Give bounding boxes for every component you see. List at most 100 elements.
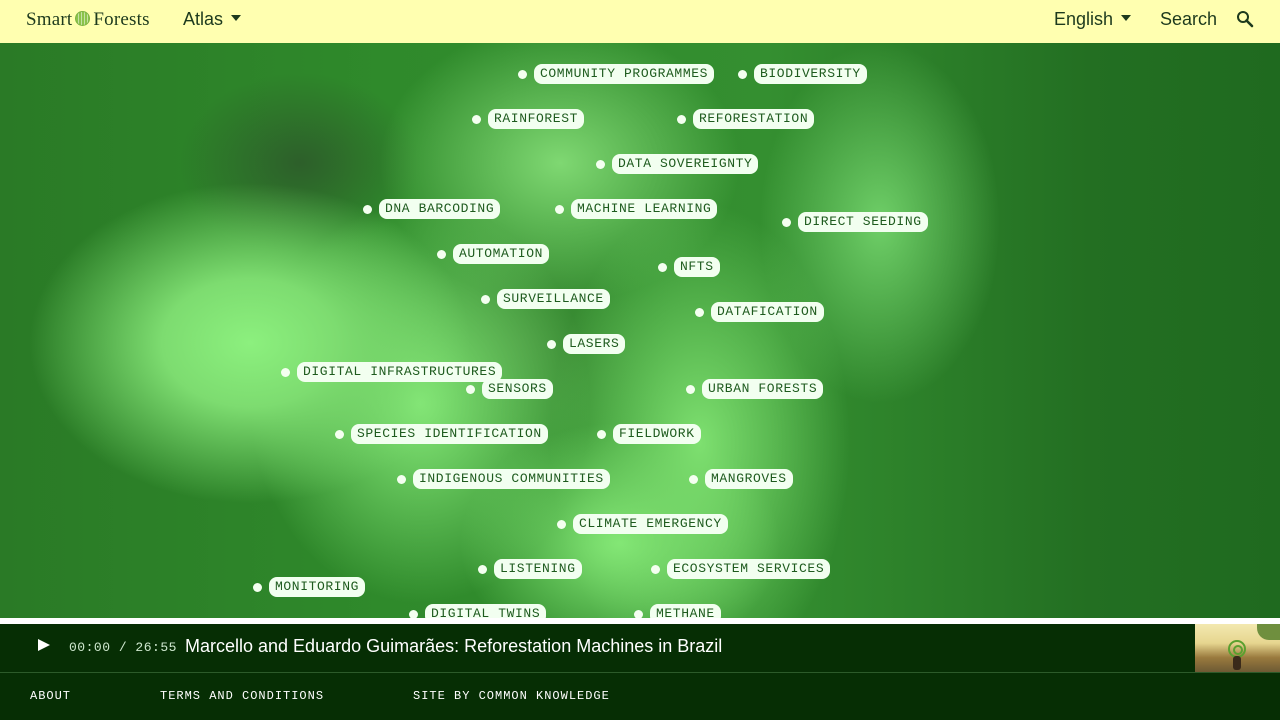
topic-tag-label: LISTENING — [494, 559, 582, 579]
track-thumbnail[interactable] — [1195, 624, 1280, 672]
track-title[interactable]: Marcello and Eduardo Guimarães: Reforest… — [185, 636, 723, 656]
topic-tag[interactable]: ECOSYSTEM SERVICES — [651, 559, 831, 579]
topic-tag-label: CLIMATE EMERGENCY — [573, 514, 728, 534]
footer: ABOUT TERMS AND CONDITIONS SITE BY COMMO… — [0, 672, 1280, 720]
tag-dot-icon — [597, 429, 606, 439]
footer-terms-link[interactable]: TERMS AND CONDITIONS — [160, 689, 325, 703]
tag-dot-icon — [409, 609, 418, 618]
audio-player: 00:00 / 26:55 Marcello and Eduardo Guima… — [0, 624, 1280, 672]
tag-dot-icon — [478, 564, 487, 574]
topic-tag[interactable]: DATAFICATION — [695, 302, 824, 322]
topic-tag-label: SURVEILLANCE — [497, 289, 610, 309]
topic-tag[interactable]: SURVEILLANCE — [481, 289, 610, 309]
topic-tag[interactable]: CLIMATE EMERGENCY — [557, 514, 728, 534]
site-logo[interactable]: Smart Forests — [26, 9, 150, 31]
topic-tag-label: DATA SOVEREIGNTY — [612, 154, 759, 174]
atlas-dropdown-label: Atlas — [183, 9, 224, 29]
topic-tag-label: COMMUNITY PROGRAMMES — [534, 64, 715, 84]
topic-tag-label: REFORESTATION — [693, 109, 815, 129]
topic-tag[interactable]: NFTS — [658, 257, 720, 277]
topic-tag[interactable]: RAINFOREST — [472, 109, 585, 129]
tag-dot-icon — [689, 474, 698, 484]
topic-tag-label: DNA BARCODING — [379, 199, 501, 219]
tag-dot-icon — [397, 474, 406, 484]
tag-dot-icon — [555, 204, 564, 214]
topic-tag[interactable]: MANGROVES — [689, 469, 793, 489]
tag-dot-icon — [481, 294, 490, 304]
search-icon[interactable] — [1236, 10, 1254, 28]
logo-text-smart: Smart — [26, 9, 73, 30]
topic-tag-label: URBAN FORESTS — [702, 379, 824, 399]
topic-tag[interactable]: AUTOMATION — [437, 244, 550, 264]
tag-dot-icon — [363, 204, 372, 214]
tag-dot-icon — [658, 262, 667, 272]
tag-dot-icon — [686, 384, 695, 394]
topic-tag[interactable]: DATA SOVEREIGNTY — [596, 154, 759, 174]
topic-tag[interactable]: BIODIVERSITY — [738, 64, 867, 84]
tag-dot-icon — [634, 609, 643, 618]
thumbnail-tree-shape — [1257, 624, 1280, 640]
thumbnail-inner-ring-shape — [1233, 645, 1243, 655]
topic-tag-label: AUTOMATION — [453, 244, 550, 264]
topic-tag-label: NFTS — [674, 257, 720, 277]
language-dropdown[interactable]: English — [1054, 9, 1132, 30]
tag-dot-icon — [253, 582, 262, 592]
atlas-dropdown[interactable]: Atlas — [183, 9, 242, 30]
topic-tag-label: MANGROVES — [705, 469, 793, 489]
topic-tag-label: DIRECT SEEDING — [798, 212, 928, 232]
play-icon[interactable] — [38, 639, 50, 651]
tag-dot-icon — [437, 249, 446, 259]
tag-dot-icon — [782, 217, 791, 227]
caret-down-icon — [231, 15, 242, 21]
topic-tag[interactable]: DIGITAL INFRASTRUCTURES — [281, 362, 503, 382]
tag-dot-icon — [695, 307, 704, 317]
topic-tag[interactable]: MACHINE LEARNING — [555, 199, 718, 219]
topic-tag-label: LASERS — [563, 334, 626, 354]
tag-dot-icon — [472, 114, 481, 124]
atlas-map[interactable]: COMMUNITY PROGRAMMES BIODIVERSITY RAINFORE… — [0, 43, 1280, 618]
topic-tag[interactable]: METHANE — [634, 604, 721, 618]
caret-down-icon — [1121, 15, 1132, 21]
topic-tag-label: DIGITAL INFRASTRUCTURES — [297, 362, 503, 382]
topic-tag[interactable]: FIELDWORK — [597, 424, 701, 444]
topic-tag-label: METHANE — [650, 604, 721, 618]
topic-tag-label: DATAFICATION — [711, 302, 824, 322]
search-link[interactable]: Search — [1160, 9, 1218, 29]
topic-tag[interactable]: MONITORING — [253, 577, 366, 597]
footer-about-link[interactable]: ABOUT — [30, 689, 72, 703]
topic-tag[interactable]: SENSORS — [466, 379, 553, 399]
topic-tag-label: MACHINE LEARNING — [571, 199, 718, 219]
footer-credit-link[interactable]: SITE BY COMMON KNOWLEDGE — [413, 689, 610, 703]
tag-dot-icon — [281, 367, 290, 377]
player-divider — [0, 618, 1280, 624]
time-current: 00:00 — [69, 640, 111, 655]
topic-tag-label: BIODIVERSITY — [754, 64, 867, 84]
topic-tag[interactable]: REFORESTATION — [677, 109, 815, 129]
logo-text-forests: Forests — [93, 9, 150, 30]
top-navbar: Smart Forests Atlas English Search — [0, 0, 1280, 43]
tag-dot-icon — [738, 69, 747, 79]
tag-dot-icon — [677, 114, 686, 124]
tag-dot-icon — [518, 69, 527, 79]
topic-tag[interactable]: DIGITAL TWINS — [409, 604, 547, 618]
tag-dot-icon — [651, 564, 660, 574]
tag-dot-icon — [466, 384, 475, 394]
topic-tag[interactable]: INDIGENOUS COMMUNITIES — [397, 469, 610, 489]
topic-tag-label: INDIGENOUS COMMUNITIES — [413, 469, 610, 489]
topic-tag[interactable]: DNA BARCODING — [363, 199, 501, 219]
topic-tag[interactable]: SPECIES IDENTIFICATION — [335, 424, 548, 444]
topic-tag-label: SENSORS — [482, 379, 553, 399]
time-total: 26:55 — [135, 640, 177, 655]
topic-tag-label: MONITORING — [269, 577, 366, 597]
topic-tag[interactable]: DIRECT SEEDING — [782, 212, 928, 232]
topic-tag[interactable]: LASERS — [547, 334, 626, 354]
topic-tag-label: ECOSYSTEM SERVICES — [667, 559, 831, 579]
thumbnail-figure-shape — [1233, 656, 1241, 670]
topic-tag-label: DIGITAL TWINS — [425, 604, 547, 618]
topic-tag[interactable]: LISTENING — [478, 559, 582, 579]
tag-dot-icon — [596, 159, 605, 169]
tag-dot-icon — [547, 339, 556, 349]
tag-dot-icon — [557, 519, 566, 529]
topic-tag[interactable]: COMMUNITY PROGRAMMES — [518, 64, 715, 84]
topic-tag[interactable]: URBAN FORESTS — [686, 379, 824, 399]
